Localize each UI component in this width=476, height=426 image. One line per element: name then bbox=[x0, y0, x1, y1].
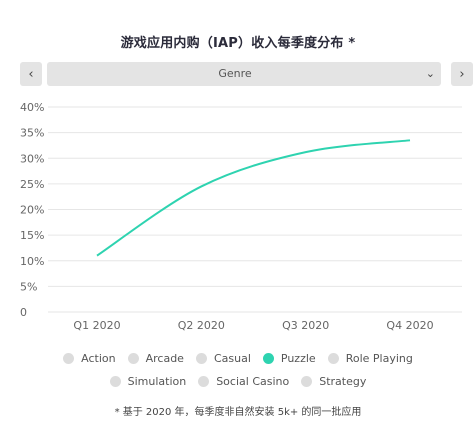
line-chart: 0 5% 10% 15% 20% 25% 30% 35% 40% Q1 2020 Q2 2020 Q3… bbox=[20, 101, 462, 332]
legend-item[interactable]: Role Playing bbox=[327, 350, 413, 367]
y-tick-label: 15% bbox=[20, 229, 44, 242]
legend-dot-icon bbox=[327, 353, 339, 364]
x-tick-label: Q4 2020 bbox=[386, 319, 433, 332]
y-tick-label: 5% bbox=[20, 280, 37, 293]
legend-dot-icon bbox=[195, 353, 207, 364]
legend-label: Puzzle bbox=[280, 352, 316, 365]
y-tick-label: 0 bbox=[20, 306, 27, 319]
legend-dot-icon bbox=[127, 353, 139, 364]
legend-label: Strategy bbox=[319, 375, 367, 388]
x-tick-label: Q3 2020 bbox=[282, 319, 329, 332]
chevron-down-icon: ⌄ bbox=[425, 67, 435, 80]
legend-label: Role Playing bbox=[345, 352, 413, 365]
series-line-puzzle bbox=[96, 139, 411, 257]
footnote: * 基于 2020 年，每季度非自然安装 5k+ 的同一批应用 bbox=[114, 407, 362, 418]
y-tick-label: 40% bbox=[20, 101, 44, 114]
legend-item[interactable]: Action bbox=[63, 350, 116, 367]
y-tick-label: 35% bbox=[20, 127, 44, 140]
x-tick-label: Q2 2020 bbox=[178, 319, 225, 332]
legend: Action Arcade Casual Puzzle Role Playing Simu… bbox=[20, 350, 456, 390]
legend-label: Action bbox=[81, 352, 116, 365]
genre-select[interactable]: Genre ⌄ bbox=[47, 62, 441, 86]
chevron-right-icon: › bbox=[459, 66, 465, 82]
legend-item[interactable]: Arcade bbox=[127, 350, 184, 367]
legend-dot-icon bbox=[262, 353, 274, 364]
legend-item[interactable]: Simulation bbox=[109, 373, 187, 390]
previous-button[interactable]: ‹ bbox=[20, 62, 42, 86]
legend-item[interactable]: Social Casino bbox=[198, 373, 289, 390]
legend-dot-icon bbox=[301, 376, 313, 387]
y-tick-label: 25% bbox=[20, 178, 44, 191]
legend-label: Arcade bbox=[145, 352, 184, 365]
legend-dot-icon bbox=[63, 353, 75, 364]
y-tick-label: 10% bbox=[20, 255, 44, 268]
legend-label: Casual bbox=[213, 352, 251, 365]
y-tick-label: 20% bbox=[20, 204, 44, 217]
next-button[interactable]: › bbox=[451, 62, 473, 86]
legend-item[interactable]: Puzzle bbox=[262, 350, 316, 367]
legend-dot-icon bbox=[198, 376, 210, 387]
chart-title: 游戏应用内购（IAP）收入每季度分布 * bbox=[120, 36, 356, 51]
chevron-left-icon: ‹ bbox=[28, 66, 34, 82]
legend-item[interactable]: Casual bbox=[195, 350, 251, 367]
select-value: Genre bbox=[218, 67, 252, 80]
y-tick-label: 30% bbox=[20, 152, 44, 165]
legend-label: Social Casino bbox=[216, 375, 290, 388]
legend-label: Simulation bbox=[127, 375, 187, 388]
legend-item[interactable]: Strategy bbox=[301, 373, 366, 390]
legend-dot-icon bbox=[109, 376, 121, 387]
x-tick-label: Q1 2020 bbox=[73, 319, 120, 332]
